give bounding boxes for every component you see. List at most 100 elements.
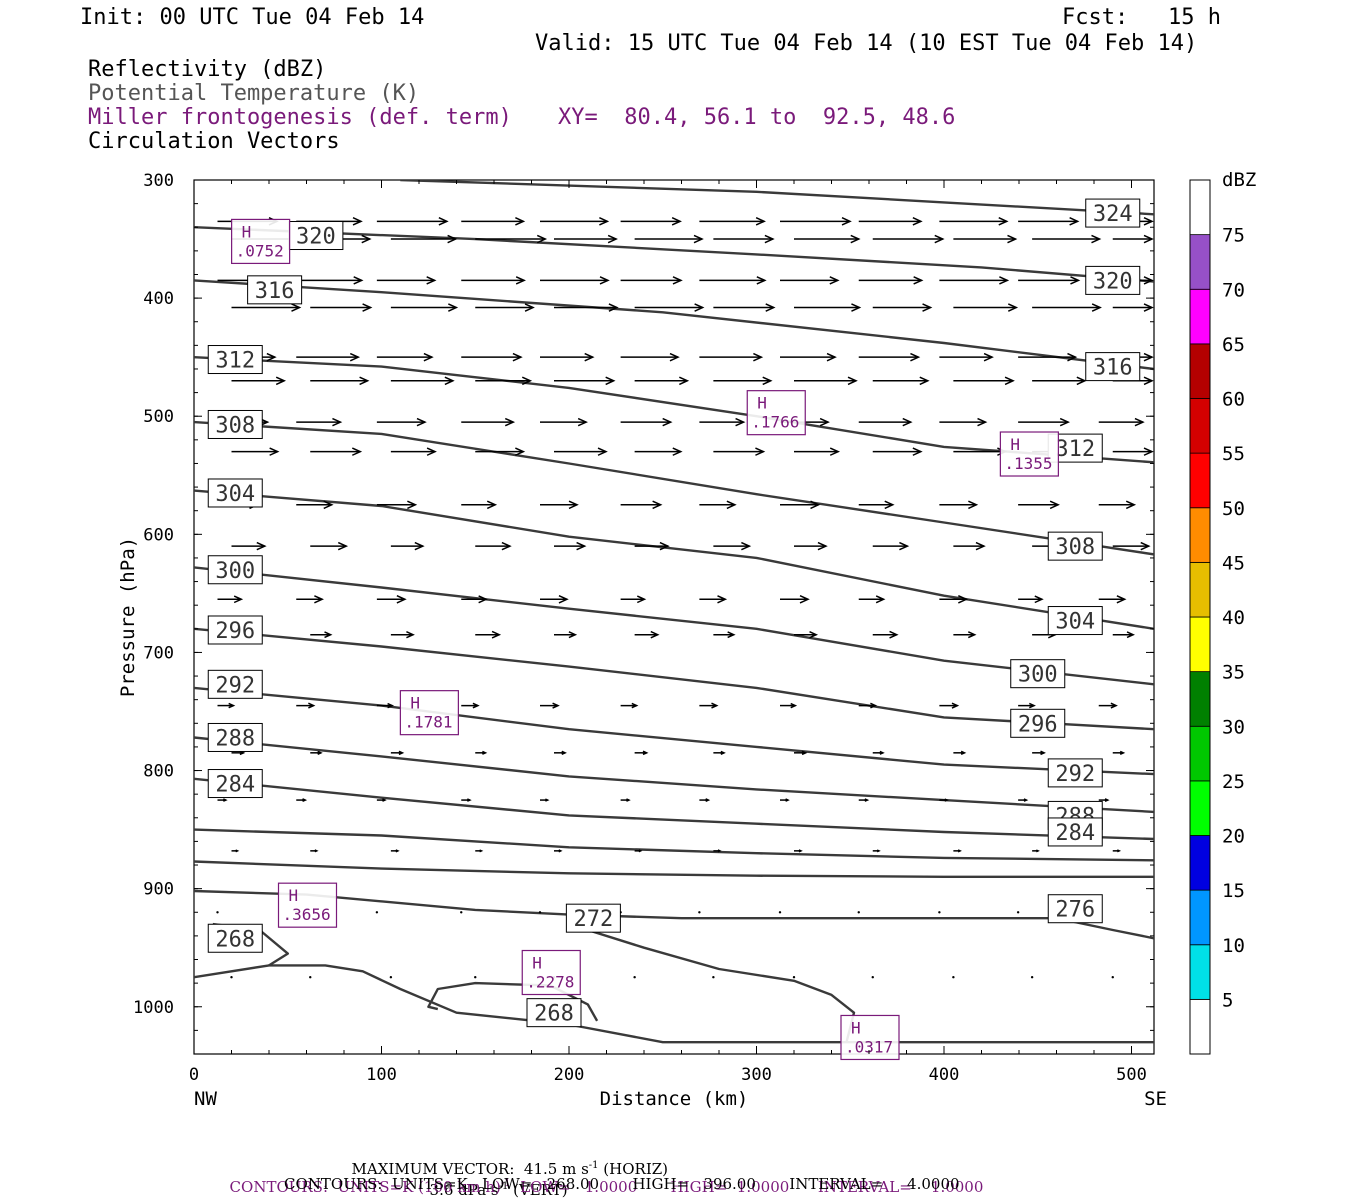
circulation-vector [620,217,682,226]
frontogenesis-max-label: H [289,886,299,905]
valid-time: Valid: 15 UTC Tue 04 Feb 14 (10 EST Tue … [535,31,1198,56]
contour-label-box [565,903,621,933]
circulation-vector [939,500,979,510]
circulation-vector [713,447,766,456]
circulation-vector [390,303,459,312]
circulation-vector [554,750,567,756]
circulation-vector [461,595,488,604]
circulation-vector [713,376,773,386]
circulation-vector [296,276,364,285]
frontogenesis-max-label: H [851,1018,861,1037]
circulation-vector [1032,849,1040,853]
left-end-label: NW [194,1088,217,1110]
colorbar-label: 20 [1222,826,1245,848]
contour-label-box [1047,894,1103,924]
colorbar-label: 45 [1222,552,1245,574]
circulation-vector [554,376,616,386]
contour-label-box [247,275,303,305]
contour-label: 296 [215,619,255,644]
contour-label: 316 [1093,356,1133,381]
circulation-vector [296,352,361,362]
circulation-vector [390,631,415,639]
circulation-vector [376,702,395,709]
circulation-vector [858,276,924,285]
field-reflectivity: Reflectivity (dBZ) [88,57,327,82]
colorbar-label: 70 [1222,279,1245,301]
circulation-vector [713,750,726,755]
circulation-vector [310,447,363,456]
circulation-vector [217,702,236,709]
contour-label: 276 [1055,898,1095,923]
theta-contour-324 [400,180,1154,216]
theta-contour-info: CONTOURS: UNITS=K LOW= 268.00 HIGH= 396.… [284,1175,960,1193]
x-tick-label: 100 [366,1065,397,1085]
circulation-vector [461,500,498,510]
colorbar-label: 10 [1222,935,1245,957]
circulation-vector [794,376,858,386]
frontogenesis-max-value: .0752 [236,241,284,260]
circulation-vector [620,500,663,510]
frontogenesis-max-label: H [242,222,252,241]
frontogenesis-max-label: H [757,394,767,413]
circulation-vector [858,500,895,510]
circulation-vector [1098,500,1137,510]
circulation-vector [461,417,516,427]
contour-label: 272 [574,907,614,932]
circulation-vector [952,976,955,979]
circulation-vector [376,417,427,427]
circulation-vector [231,376,287,386]
contour-label-box [207,409,263,439]
circulation-vector [461,352,523,362]
circulation-vector [792,976,796,979]
circulation-vector [872,303,933,312]
colorbar-label: 15 [1222,880,1245,902]
theta-contour-300 [194,566,1154,686]
circulation-vector [390,541,425,551]
circulation-vector [1098,798,1110,802]
colorbar-swatch [1189,343,1211,399]
circulation-vector [872,849,881,853]
frontogenesis-max-label: H [1010,435,1020,454]
circulation-vector [296,417,343,427]
circulation-vector [390,447,437,456]
x-tick-label: 300 [741,1065,772,1085]
circulation-vector [310,541,349,551]
contour-label: 288 [215,726,255,751]
colorbar-swatch [1189,179,1211,236]
frontogenesis-maximum: H.1781 [399,690,459,736]
circulation-vector [857,911,860,914]
circulation-vector [1112,750,1126,755]
colorbar-label: 30 [1222,716,1245,738]
circulation-vector [713,541,752,551]
circulation-vector [620,702,639,709]
colorbar-label: 5 [1222,989,1233,1011]
colorbar-title: dBZ [1222,169,1256,191]
circulation-vector [554,541,587,551]
frontogenesis-maximum: H.3656 [277,882,338,928]
circulation-vector [1112,447,1154,456]
circulation-vector [296,798,308,802]
colorbar-swatch [1189,780,1211,836]
contour-label: 300 [215,559,255,584]
contour-label-box [1010,659,1066,689]
circulation-vector [633,976,636,979]
colorbar-swatch [1189,835,1211,891]
plot-frame [193,179,1155,1055]
theta-contour-284 [194,777,1154,841]
circulation-vector [376,500,418,510]
circulation-vector [1112,303,1154,312]
circulation-vector [713,234,775,244]
circulation-vector [858,595,886,604]
frontogenesis-maximum: H.2278 [521,949,581,996]
colorbar-label: 60 [1222,389,1245,411]
frontogenesis-max-value: .2278 [526,973,574,992]
theta-contour-320 [194,226,1154,283]
circulation-vector [939,595,969,604]
circulation-vector [309,976,312,979]
circulation-vector [620,798,631,802]
circulation-vector [540,417,588,427]
colorbar-swatch [1189,725,1211,782]
colorbar-swatch [1189,398,1211,454]
colorbar-swatch [1189,507,1211,563]
contour-label-box [207,923,263,953]
